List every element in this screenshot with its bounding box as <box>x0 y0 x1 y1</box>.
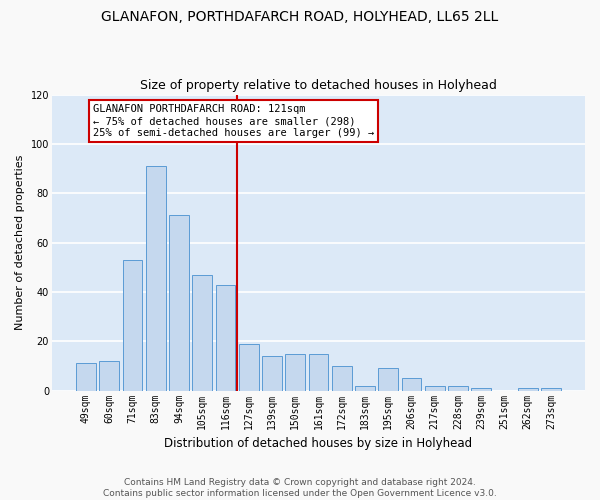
Y-axis label: Number of detached properties: Number of detached properties <box>15 155 25 330</box>
Bar <box>146 166 166 390</box>
Text: GLANAFON, PORTHDAFARCH ROAD, HOLYHEAD, LL65 2LL: GLANAFON, PORTHDAFARCH ROAD, HOLYHEAD, L… <box>101 10 499 24</box>
Bar <box>355 386 375 390</box>
Bar <box>471 388 491 390</box>
Bar <box>541 388 561 390</box>
Bar <box>308 354 328 391</box>
Bar <box>332 366 352 390</box>
Text: Contains HM Land Registry data © Crown copyright and database right 2024.
Contai: Contains HM Land Registry data © Crown c… <box>103 478 497 498</box>
Bar <box>448 386 468 390</box>
Bar <box>285 354 305 391</box>
Bar <box>76 364 96 390</box>
Title: Size of property relative to detached houses in Holyhead: Size of property relative to detached ho… <box>140 79 497 92</box>
Bar <box>425 386 445 390</box>
Bar <box>239 344 259 391</box>
Bar <box>122 260 142 390</box>
Bar <box>169 216 189 390</box>
Bar <box>193 274 212 390</box>
Bar <box>401 378 421 390</box>
X-axis label: Distribution of detached houses by size in Holyhead: Distribution of detached houses by size … <box>164 437 472 450</box>
Text: GLANAFON PORTHDAFARCH ROAD: 121sqm
← 75% of detached houses are smaller (298)
25: GLANAFON PORTHDAFARCH ROAD: 121sqm ← 75%… <box>93 104 374 138</box>
Bar <box>518 388 538 390</box>
Bar <box>100 361 119 390</box>
Bar <box>262 356 282 390</box>
Bar <box>215 284 235 391</box>
Bar <box>378 368 398 390</box>
